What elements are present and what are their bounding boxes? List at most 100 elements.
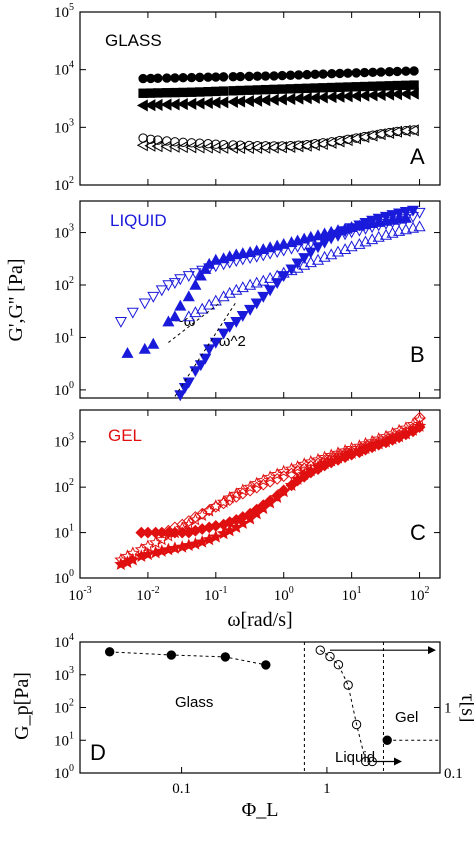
data-point	[361, 756, 371, 767]
data-point	[153, 135, 163, 145]
panel-d-ylabel: G_p[Pa]	[11, 672, 33, 740]
plot-layer: 102 103 104 105 100 101 102 103 100 101 102 103 10-3…	[54, 2, 463, 797]
data-point	[182, 377, 195, 389]
data-point	[271, 247, 284, 259]
data-point	[351, 82, 361, 92]
data-point	[372, 230, 385, 242]
data-point	[257, 291, 270, 303]
data-point	[291, 464, 304, 477]
panel-c-frame	[79, 409, 441, 579]
data-point	[304, 238, 317, 250]
data-point	[359, 67, 370, 78]
data-point	[327, 69, 337, 79]
data-point	[376, 81, 386, 91]
data-point	[126, 307, 139, 319]
y-tick-label: 101	[54, 730, 74, 749]
data-point	[372, 220, 385, 232]
data-point	[244, 304, 257, 316]
data-point	[380, 433, 392, 446]
data-point	[350, 132, 361, 145]
data-point	[409, 80, 419, 90]
data-point	[318, 83, 328, 93]
data-point	[406, 212, 420, 224]
data-point	[332, 450, 344, 462]
x-tick-label: 10-2	[136, 585, 159, 604]
data-point	[293, 83, 304, 94]
data-point	[335, 68, 345, 79]
data-point	[223, 322, 236, 333]
data-point	[269, 84, 279, 95]
data-point	[174, 299, 187, 311]
data-point	[147, 337, 160, 349]
series-guide-line	[320, 649, 373, 762]
data-point	[195, 87, 205, 97]
data-point	[162, 73, 172, 83]
data-point	[244, 484, 257, 497]
data-point	[312, 457, 324, 470]
data-point	[285, 70, 296, 80]
data-point	[209, 261, 222, 273]
data-point	[271, 472, 284, 485]
data-point	[244, 71, 254, 82]
data-point	[148, 535, 163, 549]
data-point	[203, 86, 213, 97]
data-point	[339, 229, 352, 241]
gel-region-label: Gel	[395, 709, 418, 726]
data-point	[392, 80, 402, 91]
omega-squared-annotation: ~ω^2	[210, 333, 246, 350]
data-point	[209, 529, 223, 543]
data-point	[264, 248, 277, 260]
data-point	[126, 546, 140, 559]
y-tick-label: 102	[54, 698, 74, 717]
data-point	[345, 240, 358, 252]
data-point	[386, 210, 399, 222]
glass-state-label: GLASS	[105, 31, 162, 50]
data-point	[126, 552, 140, 566]
data-point	[368, 81, 378, 91]
panel-b-tag: B	[410, 342, 425, 367]
y-tick-label: 102	[54, 275, 74, 294]
y-tick-label: 103	[54, 223, 74, 242]
data-point	[218, 86, 229, 96]
data-point	[359, 223, 372, 235]
data-point	[302, 69, 312, 80]
data-point	[310, 83, 320, 93]
data-point	[146, 134, 156, 145]
data-point	[218, 72, 229, 82]
data-point	[235, 85, 246, 96]
data-point	[333, 660, 344, 670]
arrow-head	[428, 646, 436, 655]
data-point	[189, 366, 202, 378]
data-point	[393, 208, 406, 220]
data-point	[250, 298, 263, 310]
data-point	[285, 84, 296, 94]
data-point	[201, 141, 213, 154]
data-point	[230, 256, 243, 268]
data-point	[189, 268, 202, 280]
data-point	[277, 84, 287, 94]
data-point	[316, 137, 328, 151]
data-point	[178, 73, 188, 83]
right-y-tick-label: 1	[444, 701, 452, 717]
panel-a-tag: A	[410, 144, 425, 169]
data-point	[399, 223, 412, 235]
data-point	[203, 298, 216, 310]
data-point	[335, 82, 345, 92]
data-point	[170, 87, 180, 98]
data-point	[209, 500, 222, 513]
y-tick-label: 102	[54, 477, 74, 496]
data-point	[353, 443, 366, 456]
data-point	[257, 250, 270, 262]
data-point	[155, 285, 168, 297]
data-point	[252, 85, 263, 95]
data-point	[343, 680, 353, 690]
data-point	[141, 539, 155, 552]
y-tick-label: 103	[54, 432, 74, 451]
data-point	[174, 274, 187, 286]
data-point	[236, 483, 250, 497]
data-point	[220, 652, 231, 662]
data-point	[216, 495, 231, 508]
y-tick-label: 104	[54, 632, 74, 651]
data-point	[271, 489, 284, 502]
